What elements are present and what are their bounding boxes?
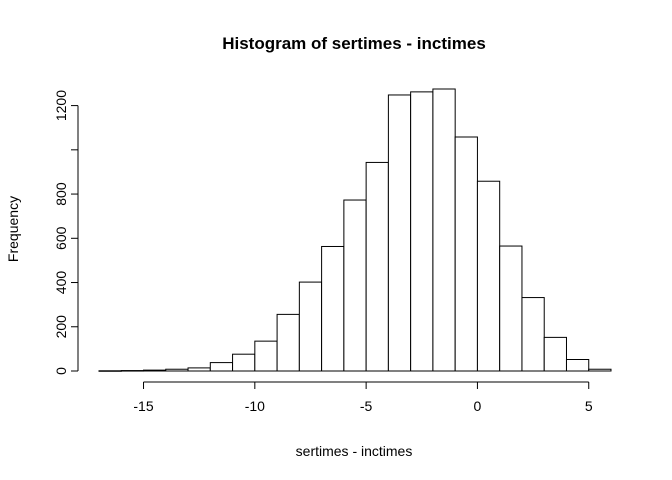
y-tick-label: 0	[53, 367, 69, 375]
y-tick-label: 600	[53, 226, 69, 250]
x-tick-label: 5	[585, 398, 593, 414]
histogram-bar	[588, 368, 612, 372]
histogram-bar	[187, 367, 211, 372]
histogram-bar	[143, 369, 167, 372]
y-tick-label: 200	[53, 315, 69, 339]
x-axis-label: sertimes - inctimes	[296, 443, 413, 459]
histogram-bar	[232, 353, 256, 372]
histogram-bar	[321, 245, 345, 372]
x-axis: -15 -10 -5 0 5	[133, 381, 593, 414]
x-tick-label: -10	[245, 398, 265, 414]
histogram-bar	[98, 370, 122, 372]
histogram-bar	[565, 359, 590, 372]
histogram-bar	[454, 136, 478, 372]
x-tick-label: -5	[360, 398, 373, 414]
histogram-bar	[410, 91, 434, 372]
histogram-bar	[476, 180, 501, 372]
histogram-bar	[499, 245, 523, 372]
histogram-bar	[521, 297, 545, 372]
chart-title: Histogram of sertimes - inctimes	[222, 34, 486, 53]
y-tick-label: 1200	[53, 90, 69, 121]
histogram-bar	[120, 370, 145, 372]
y-tick-label: 400	[53, 271, 69, 295]
histogram-bar	[165, 368, 189, 372]
histogram-bar	[254, 340, 278, 372]
histogram-bar	[543, 336, 567, 372]
x-tick-label: -15	[133, 398, 153, 414]
bars-group	[98, 88, 612, 372]
x-tick-label: 0	[474, 398, 482, 414]
y-tick-label: 800	[53, 182, 69, 206]
histogram-bar	[209, 362, 234, 372]
y-axis: 0 200 400 600 800 1200	[53, 90, 79, 375]
y-axis-label: Frequency	[5, 196, 21, 262]
histogram-bar	[365, 161, 389, 372]
histogram-bar	[432, 88, 456, 372]
histogram-bar	[298, 281, 323, 372]
histogram-bar	[387, 94, 412, 372]
histogram-bar	[343, 199, 367, 372]
histogram-bar	[276, 313, 300, 372]
